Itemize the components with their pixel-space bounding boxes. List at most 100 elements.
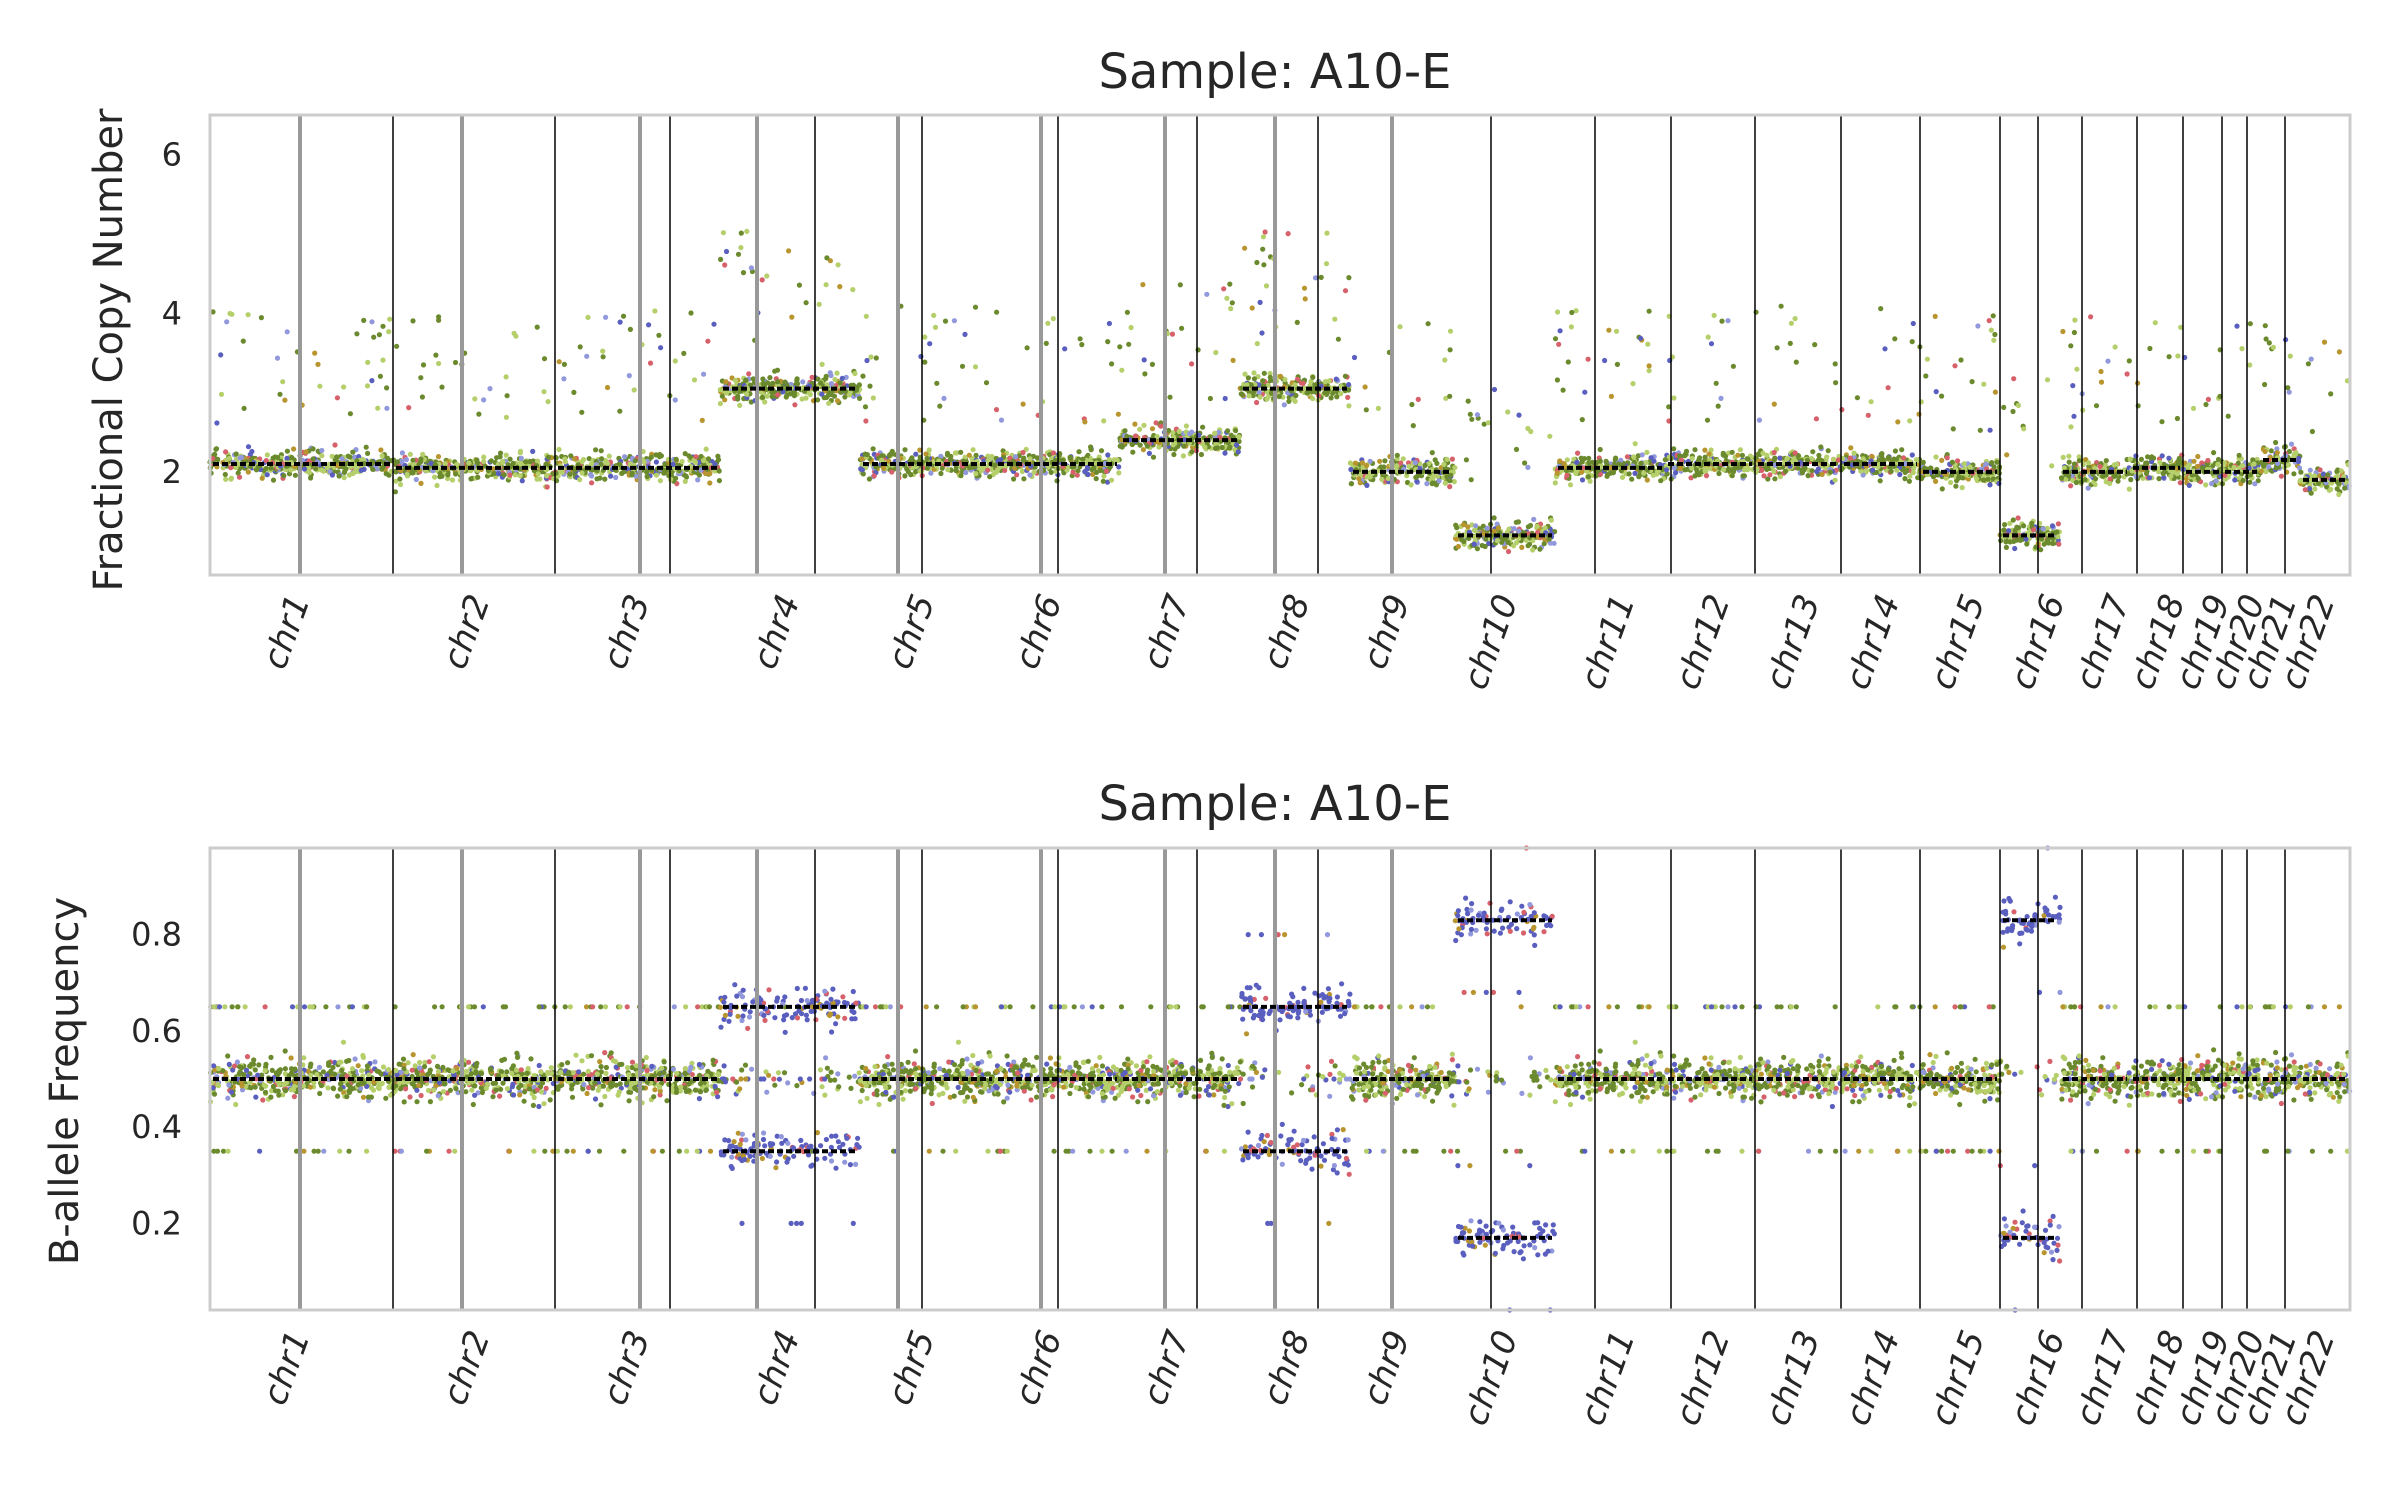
data-point [1694, 469, 1700, 475]
data-point [1949, 459, 1955, 465]
data-point [1082, 419, 1088, 425]
data-point [1398, 460, 1404, 466]
data-point [794, 377, 800, 384]
data-point [567, 471, 573, 477]
data-point [333, 455, 340, 461]
data-point [2247, 362, 2253, 368]
data-point [2103, 458, 2109, 464]
data-point [1140, 447, 1146, 453]
data-point [1294, 319, 1300, 325]
data-point [1397, 324, 1403, 330]
data-point [733, 377, 739, 384]
data-point [1743, 465, 1749, 471]
data-point [2302, 487, 2308, 493]
data-point [1116, 464, 1122, 470]
data-point [983, 380, 990, 386]
data-point [1267, 374, 1273, 380]
data-point [1346, 382, 1352, 388]
data-point [2215, 461, 2221, 467]
data-point [1260, 234, 1266, 240]
data-point [439, 384, 445, 390]
data-point [571, 456, 578, 462]
data-point [1312, 275, 1319, 281]
data-point [1219, 444, 1225, 451]
xtick-label-chr11: chr11 [1573, 589, 1644, 694]
data-point [723, 248, 730, 255]
data-point [472, 396, 478, 402]
data-point [1150, 454, 1157, 460]
data-point [1432, 457, 1438, 463]
data-point [274, 355, 281, 361]
data-point [553, 470, 559, 476]
data-point [699, 417, 705, 423]
data-point [1983, 461, 1989, 467]
data-point [383, 1095, 389, 1101]
data-point [1375, 405, 1381, 411]
data-point [588, 472, 594, 478]
data-point [2074, 366, 2080, 372]
data-point [1579, 477, 1586, 483]
copy-number-yticks: 246 [162, 136, 182, 491]
data-point [242, 1004, 248, 1010]
data-point [535, 471, 541, 477]
data-point [1379, 476, 1385, 482]
data-point [696, 472, 703, 478]
data-point [1854, 395, 1860, 401]
data-point [262, 1004, 268, 1010]
data-point [1363, 407, 1369, 413]
data-point [1012, 454, 1019, 460]
data-point [1216, 429, 1222, 435]
data-point [1511, 526, 1517, 532]
data-point [633, 473, 639, 479]
data-point [735, 251, 742, 257]
data-point [1939, 393, 1945, 399]
data-point [500, 459, 506, 465]
data-point [1832, 361, 1838, 367]
data-point [503, 452, 509, 458]
data-point [1149, 361, 1155, 367]
data-point [599, 456, 605, 462]
data-point [2112, 473, 2118, 479]
data-point [237, 455, 243, 461]
data-point [1158, 423, 1164, 429]
data-point [504, 393, 510, 399]
data-point [1537, 546, 1543, 552]
data-point [1702, 468, 1708, 474]
data-point [716, 468, 722, 474]
data-point [701, 371, 707, 377]
data-point [1771, 449, 1777, 456]
data-point [759, 394, 766, 400]
data-point [1050, 316, 1056, 322]
data-point [1722, 453, 1729, 459]
data-point [319, 453, 325, 459]
data-point [647, 360, 654, 366]
data-point [972, 364, 979, 370]
data-point [1333, 376, 1339, 382]
data-point [329, 453, 335, 459]
data-point [2068, 343, 2074, 349]
data-point [1213, 349, 1219, 356]
data-point [577, 477, 583, 483]
data-point [2251, 461, 2257, 467]
baf-ylabel: B-allele Frequency [42, 897, 88, 1265]
data-point [2213, 478, 2219, 484]
data-point [1045, 320, 1051, 326]
data-point [1739, 452, 1745, 458]
data-point [1920, 459, 1926, 465]
data-point [433, 352, 439, 358]
data-point [953, 468, 959, 474]
data-point [1441, 461, 1447, 467]
data-point [1990, 313, 1996, 319]
data-point [1189, 361, 1195, 367]
data-point [1020, 401, 1026, 407]
data-point [1265, 382, 1271, 388]
data-point [428, 460, 434, 466]
data-point [503, 414, 509, 420]
data-point [1505, 409, 1511, 415]
data-point [360, 1094, 367, 1100]
data-point [544, 484, 550, 490]
data-point [317, 383, 323, 389]
data-point [1277, 373, 1284, 379]
data-point [1225, 428, 1231, 434]
data-point [2071, 461, 2077, 467]
